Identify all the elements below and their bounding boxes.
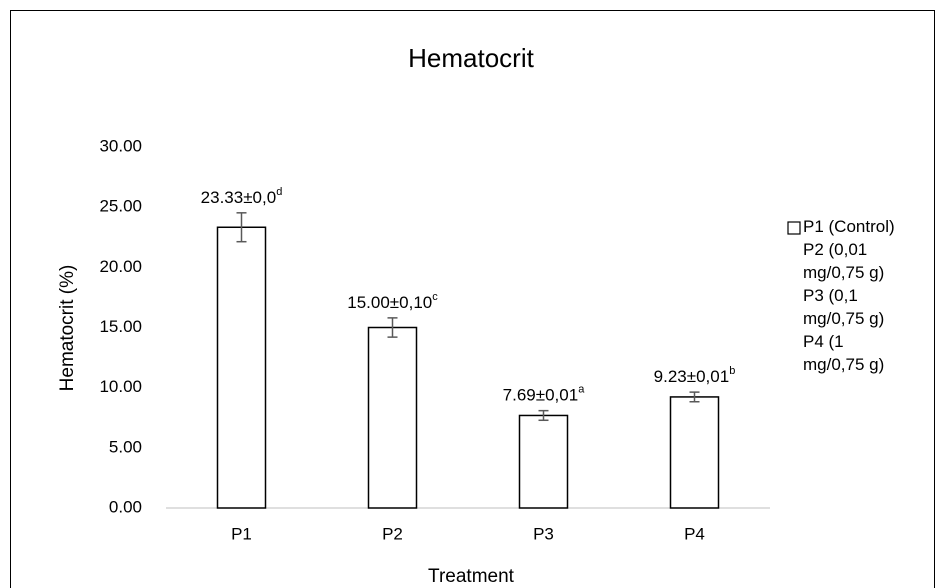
legend-label: P4 (1 mg/0,75 g) [803, 332, 884, 374]
y-tick-label: 5.00 [109, 437, 142, 456]
data-label-letter: b [729, 365, 735, 377]
x-tick-label: P1 [231, 524, 252, 543]
chart-frame [10, 10, 935, 588]
legend-label: P2 (0,01 mg/0,75 g) [803, 240, 884, 282]
y-tick-label: 25.00 [99, 197, 142, 216]
data-label-value: 23.33±0,0 [201, 188, 277, 207]
legend-label: P3 (0,1 mg/0,75 g) [803, 286, 884, 328]
legend-label: P1 (Control) [803, 217, 895, 236]
chart-title: Hematocrit [408, 43, 534, 73]
data-label: 23.33±0,0d [201, 186, 283, 208]
y-tick-label: 30.00 [99, 136, 142, 155]
data-label: 7.69±0,01a [503, 384, 586, 406]
bar [669, 396, 720, 509]
data-label-value: 7.69±0,01 [503, 386, 579, 405]
y-tick-label: 10.00 [99, 377, 142, 396]
data-label-letter: c [432, 291, 438, 303]
data-label-value: 9.23±0,01 [654, 368, 730, 387]
x-tick-label: P2 [382, 524, 403, 543]
data-label-letter: a [578, 384, 585, 396]
x-tick-label: P4 [684, 524, 705, 543]
data-label-letter: d [276, 186, 282, 198]
y-tick-label: 20.00 [99, 257, 142, 276]
data-label: 9.23±0,01b [654, 365, 736, 387]
bar [216, 226, 267, 509]
bar [518, 414, 569, 509]
bar [367, 326, 418, 509]
data-label-value: 15.00±0,10 [347, 293, 432, 312]
x-axis-label: Treatment [428, 566, 515, 587]
y-tick-label: 0.00 [109, 497, 142, 516]
legend-swatch [787, 221, 801, 235]
x-tick-label: P3 [533, 524, 554, 543]
y-tick-label: 15.00 [99, 317, 142, 336]
data-label: 15.00±0,10c [347, 291, 438, 313]
y-axis-label: Hematocrit (%) [57, 265, 78, 392]
